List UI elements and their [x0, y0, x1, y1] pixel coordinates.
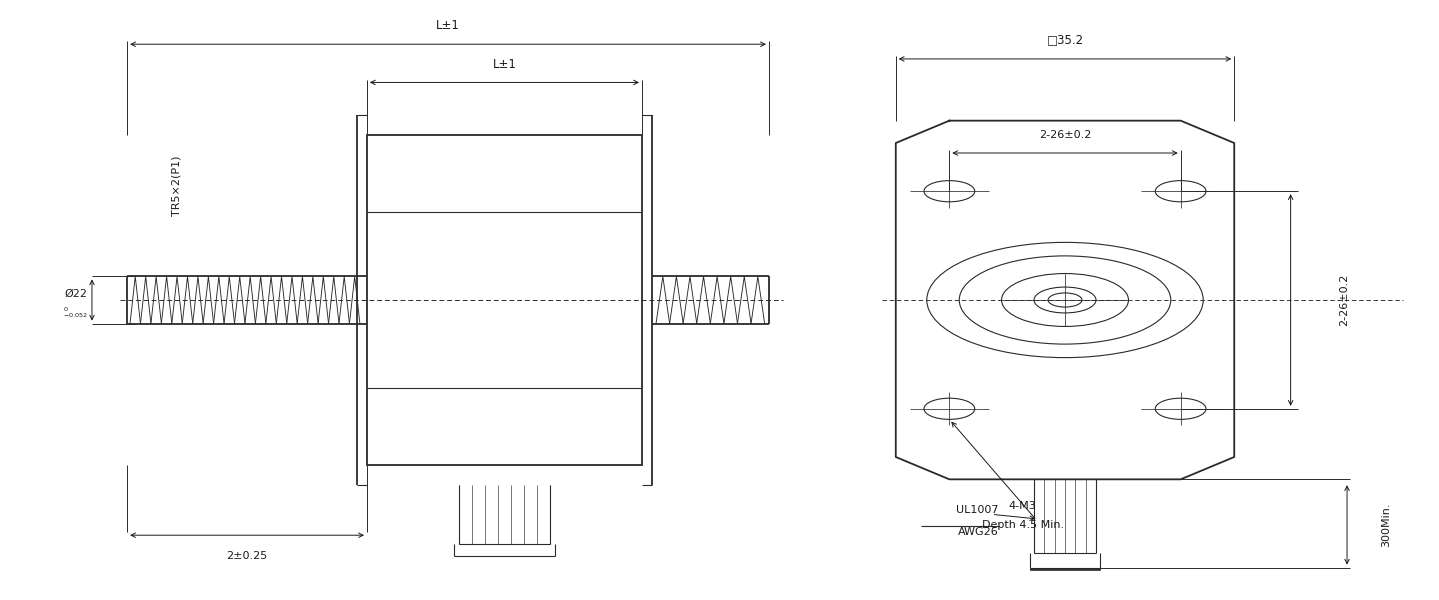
Text: Depth 4.5 Min.: Depth 4.5 Min. — [981, 520, 1063, 530]
Text: 2±0.25: 2±0.25 — [226, 551, 268, 561]
Text: TR5×2(P1): TR5×2(P1) — [171, 155, 181, 215]
Text: UL1007: UL1007 — [957, 505, 999, 515]
Text: $^{0}_{-0.052}$: $^{0}_{-0.052}$ — [63, 305, 88, 320]
Text: 4-M3: 4-M3 — [1009, 501, 1036, 511]
Text: Ø22: Ø22 — [65, 289, 88, 299]
Text: L±1: L±1 — [492, 58, 517, 71]
Text: 300Min.: 300Min. — [1381, 503, 1392, 547]
Text: 2-26±0.2: 2-26±0.2 — [1340, 274, 1350, 326]
Text: L±1: L±1 — [436, 19, 460, 32]
Text: 2-26±0.2: 2-26±0.2 — [1039, 130, 1091, 140]
Text: □35.2: □35.2 — [1046, 34, 1084, 47]
Text: AWG26: AWG26 — [958, 527, 999, 537]
Polygon shape — [1030, 568, 1101, 571]
